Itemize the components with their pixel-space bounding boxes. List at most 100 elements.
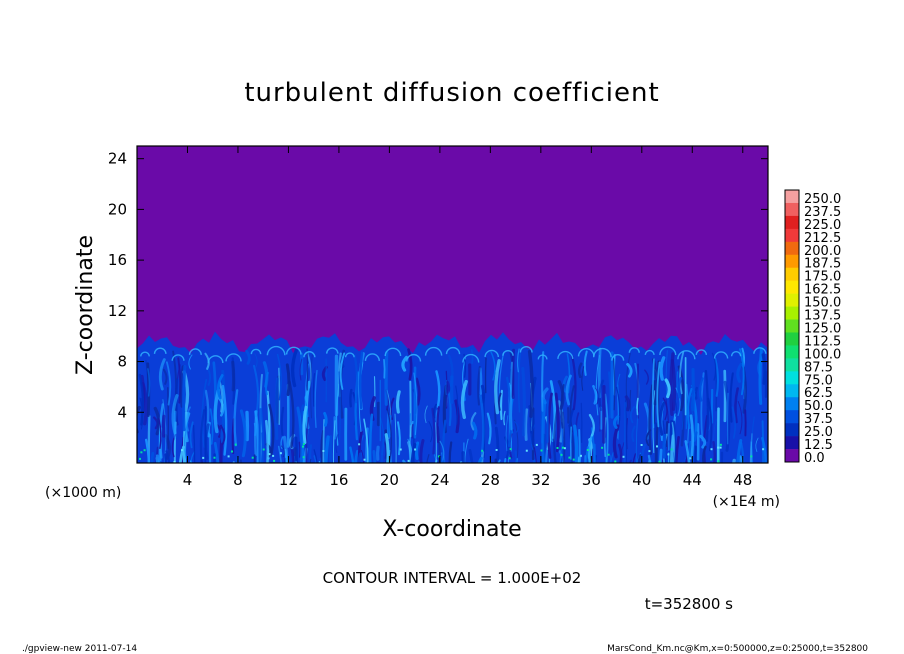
turbulence-streak bbox=[147, 368, 151, 397]
surface-speckle bbox=[750, 455, 753, 458]
turbulence-streak bbox=[608, 371, 612, 419]
plume-top bbox=[225, 353, 242, 362]
turbulence-streak bbox=[658, 401, 665, 436]
turbulence-streak bbox=[200, 459, 204, 463]
turbulence-streak bbox=[383, 358, 386, 379]
turbulence-streak bbox=[380, 438, 385, 463]
turbulence-streak bbox=[140, 397, 143, 425]
colorbar-level-label: 25.0 bbox=[804, 425, 833, 440]
turbulence-streak bbox=[446, 380, 451, 394]
turbulence-streak bbox=[707, 397, 713, 452]
colorbar-swatch bbox=[785, 423, 799, 437]
turbulence-streak bbox=[460, 461, 464, 463]
turbulence-streak bbox=[463, 353, 466, 378]
plume-top bbox=[303, 351, 316, 358]
plume-top bbox=[153, 347, 167, 354]
x-axis-label: X-coordinate bbox=[382, 517, 521, 542]
turbulence-streak bbox=[657, 419, 660, 463]
turbulence-streak bbox=[298, 441, 302, 458]
x-unit-right: (×1E4 m) bbox=[713, 494, 780, 510]
turbulence-streak bbox=[711, 352, 717, 381]
turbulence-streak bbox=[302, 405, 308, 445]
colorbar-level-label: 12.5 bbox=[804, 438, 833, 453]
turbulence-streak bbox=[428, 421, 433, 443]
turbulence-streak bbox=[524, 408, 529, 441]
footer-left: ./gpview-new 2011-07-14 bbox=[22, 644, 137, 654]
turbulence-streak bbox=[358, 351, 364, 410]
surface-speckle bbox=[556, 447, 559, 449]
x-tick-label: 4 bbox=[183, 471, 193, 489]
plume-top bbox=[424, 347, 443, 356]
turbulence-streak bbox=[497, 459, 501, 463]
colorbar-swatch bbox=[785, 202, 799, 217]
colorbar-swatch bbox=[785, 371, 799, 385]
surface-speckle bbox=[407, 459, 410, 462]
surface-speckle bbox=[227, 455, 230, 458]
x-tick-label: 28 bbox=[481, 471, 500, 489]
plume-top bbox=[266, 345, 286, 356]
surface-speckle bbox=[234, 443, 237, 446]
turbulence-streak bbox=[566, 353, 571, 394]
turbulence-streak bbox=[755, 437, 759, 453]
colorbar-swatch bbox=[785, 280, 799, 294]
turbulence-streak bbox=[674, 399, 678, 417]
surface-speckle bbox=[580, 454, 582, 457]
y-tick-label: 4 bbox=[117, 403, 127, 421]
turbulence-streak bbox=[361, 449, 364, 463]
surface-speckle bbox=[717, 446, 720, 449]
colorbar-level-label: 112.5 bbox=[804, 334, 841, 349]
turbulence-streak bbox=[201, 378, 208, 448]
surface-speckle bbox=[719, 446, 722, 449]
turbulence-streak bbox=[436, 406, 440, 444]
x-tick-label: 40 bbox=[632, 471, 651, 489]
surface-speckle bbox=[363, 458, 366, 461]
colorbar-swatch bbox=[785, 293, 799, 307]
surface-speckle bbox=[540, 449, 543, 452]
surface-speckle bbox=[572, 458, 575, 461]
surface-speckle bbox=[648, 450, 651, 453]
x-tick-label: 24 bbox=[430, 471, 449, 489]
turbulence-streak bbox=[460, 379, 468, 420]
surface-speckle bbox=[251, 456, 254, 459]
turbulence-streak bbox=[276, 353, 282, 401]
turbulence-streak bbox=[285, 363, 291, 397]
colorbar: 250.0237.5225.0212.5200.0187.5175.0162.5… bbox=[784, 189, 841, 466]
colorbar-level-label: 225.0 bbox=[804, 218, 841, 233]
turbulence-streak bbox=[630, 406, 636, 424]
turbulence-streak bbox=[426, 454, 430, 463]
turbulence-streak bbox=[577, 456, 580, 463]
surface-speckle bbox=[762, 448, 765, 451]
turbulence-streak bbox=[413, 372, 418, 436]
turbulence-streak bbox=[454, 399, 460, 434]
turbulence-streak bbox=[158, 358, 166, 391]
turbulence-streak bbox=[619, 442, 625, 463]
turbulence-streak bbox=[332, 420, 336, 463]
plume-top bbox=[285, 346, 302, 355]
colorbar-swatch bbox=[785, 345, 799, 359]
x-tick-label: 12 bbox=[279, 471, 298, 489]
turbulence-streak bbox=[188, 354, 193, 370]
turbulence-streak bbox=[578, 428, 581, 463]
colorbar-swatch bbox=[785, 384, 799, 398]
turbulence-streak bbox=[684, 440, 691, 463]
surface-speckle bbox=[495, 449, 498, 451]
colorbar-swatch bbox=[785, 436, 799, 450]
surface-speckle bbox=[562, 446, 564, 449]
surface-speckle bbox=[563, 447, 566, 450]
turbulence-streak bbox=[541, 351, 545, 412]
colorbar-swatch bbox=[785, 254, 799, 269]
turbulence-streak bbox=[302, 447, 308, 463]
turbulence-streak bbox=[171, 393, 179, 435]
plume-top bbox=[462, 353, 480, 363]
surface-speckle bbox=[143, 449, 146, 452]
turbulence-streak bbox=[365, 427, 369, 463]
turbulence-streak bbox=[455, 385, 459, 425]
turbulence-streak bbox=[669, 352, 675, 416]
turbulence-streak bbox=[509, 361, 514, 431]
turbulence-streak bbox=[739, 348, 745, 396]
turbulence-streak bbox=[335, 433, 339, 454]
x-tick-label: 8 bbox=[233, 471, 243, 489]
turbulence-streak bbox=[265, 419, 270, 463]
turbulence-streak bbox=[204, 423, 210, 460]
surface-speckle bbox=[710, 448, 713, 451]
